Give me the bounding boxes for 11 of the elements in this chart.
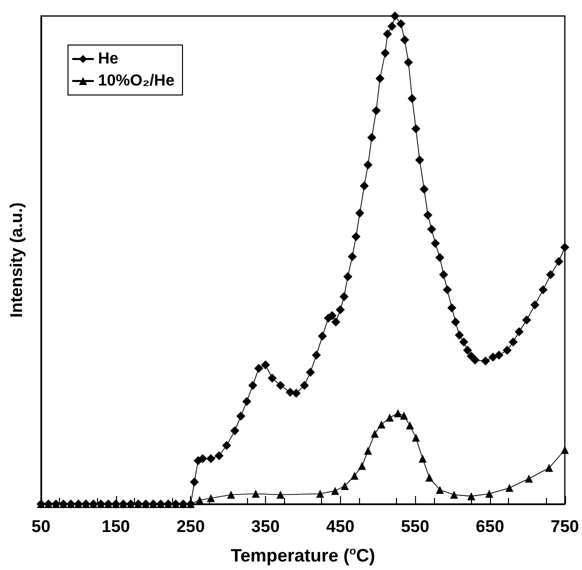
y-axis-title: Intensity (a.u.) xyxy=(7,202,26,318)
legend-label: He xyxy=(98,50,119,68)
x-tick-label: 550 xyxy=(400,517,430,536)
x-tick-label: 450 xyxy=(326,517,355,536)
x-tick-label: 250 xyxy=(176,517,205,536)
x-tick-label: 750 xyxy=(550,517,580,536)
x-tick-label: 650 xyxy=(476,517,504,536)
x-tick-label: 150 xyxy=(102,517,130,536)
x-tick-label: 350 xyxy=(251,517,280,536)
legend-label: 10%O₂/He xyxy=(98,72,175,90)
x-tick-label: 50 xyxy=(32,517,50,536)
